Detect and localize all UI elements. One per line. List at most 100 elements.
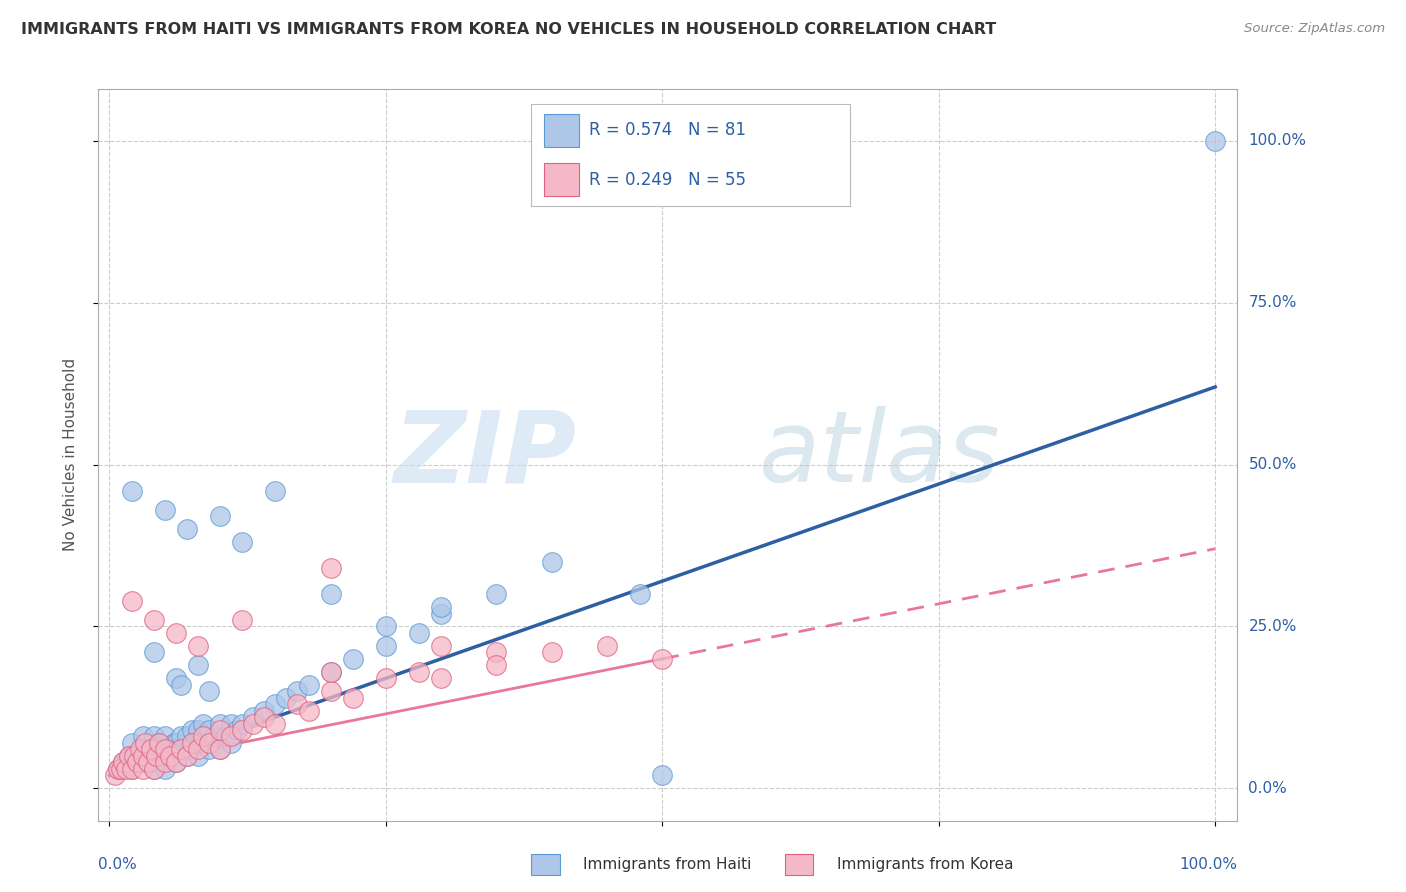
Point [319,587,342,601]
Point [408,626,430,640]
Point [374,619,396,633]
Point [264,483,287,498]
Point [142,742,165,756]
Point [104,768,127,782]
Point [176,522,198,536]
Point [188,736,211,750]
Point [297,678,319,692]
Point [485,645,508,659]
Point [187,723,209,737]
Point [107,762,129,776]
Point [408,665,430,679]
Point [115,756,138,770]
Point [342,690,364,705]
Text: 0.0%: 0.0% [1249,780,1286,796]
Point [225,723,247,737]
Point [177,742,200,756]
Point [253,704,276,718]
Point [121,762,143,776]
Point [430,600,453,615]
Point [159,748,181,763]
Point [142,730,165,744]
Point [176,730,198,744]
Point [181,723,204,737]
Point [198,723,221,737]
Point [153,503,176,517]
Point [131,730,153,744]
Text: 100.0%: 100.0% [1180,856,1237,871]
Point [170,678,193,692]
Point [129,742,152,756]
Point [148,736,170,750]
Point [141,748,163,763]
Text: 100.0%: 100.0% [1249,134,1306,148]
Point [342,652,364,666]
Point [193,716,215,731]
Point [198,736,221,750]
Point [145,748,167,763]
Point [121,736,143,750]
Point [209,716,232,731]
Point [118,748,141,763]
Text: 50.0%: 50.0% [1249,457,1296,472]
Point [287,684,309,698]
Point [319,684,342,698]
Point [129,748,152,763]
Point [165,756,187,770]
Point [204,730,226,744]
Point [219,716,242,731]
Point [159,748,181,763]
Point [153,756,176,770]
Point [430,671,453,685]
Point [127,756,149,770]
Point [231,535,253,549]
Point [209,723,232,737]
Point [148,756,170,770]
Point [115,762,138,776]
Point [121,748,143,763]
Text: 75.0%: 75.0% [1249,295,1296,310]
Point [651,768,673,782]
Point [198,742,221,756]
Point [231,723,253,737]
Point [219,736,242,750]
Point [319,665,342,679]
Point [485,587,508,601]
Point [162,736,184,750]
Point [374,639,396,653]
Point [540,645,562,659]
Point [170,730,193,744]
Point [187,658,209,673]
Text: 0.0%: 0.0% [98,856,138,871]
Point [131,742,153,756]
Point [242,710,264,724]
Point [540,555,562,569]
Point [264,716,287,731]
Y-axis label: No Vehicles in Household: No Vehicles in Household [63,359,77,551]
Text: atlas: atlas [759,407,1001,503]
Point [187,639,209,653]
Point [111,756,134,770]
Point [136,756,159,770]
Point [319,665,342,679]
Point [219,730,242,744]
Point [430,607,453,621]
Point [145,748,167,763]
Point [209,742,232,756]
Point [142,762,165,776]
Point [1204,134,1226,148]
Point [287,697,309,711]
Point [596,639,619,653]
Point [110,762,132,776]
Point [198,684,221,698]
Point [276,690,298,705]
Point [651,652,673,666]
Point [264,697,287,711]
Point [111,756,134,770]
Point [430,639,453,653]
Point [118,748,141,763]
Point [209,509,232,524]
Point [153,748,176,763]
Text: Immigrants from Haiti: Immigrants from Haiti [583,857,752,872]
Point [142,645,165,659]
